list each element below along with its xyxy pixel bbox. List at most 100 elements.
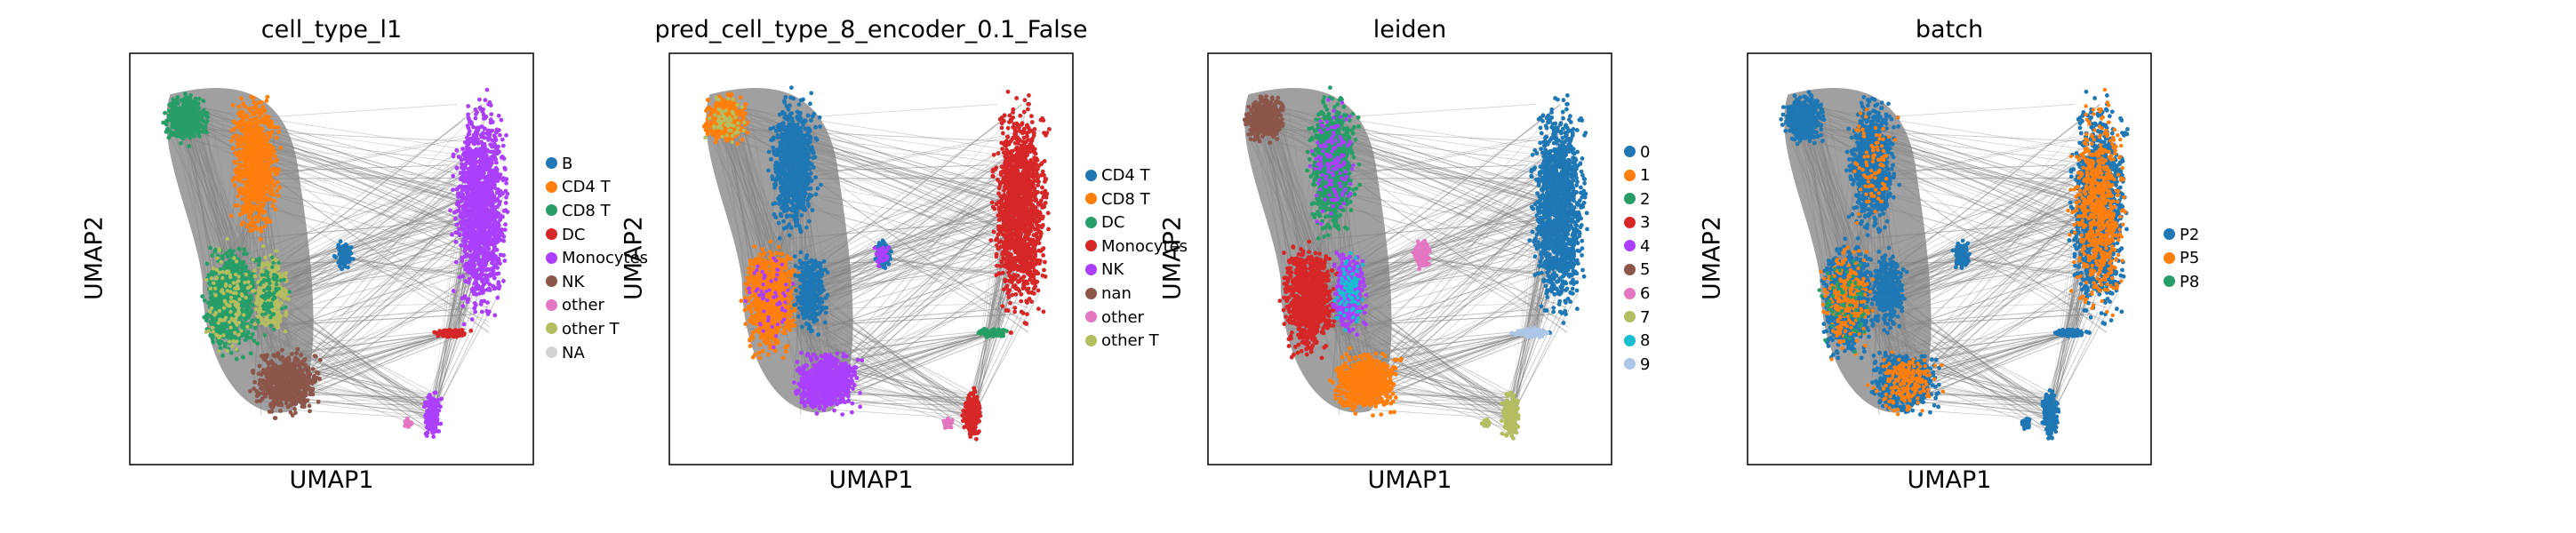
point-monocytes (450, 232, 454, 237)
point-cd8-t (251, 302, 255, 307)
point-cd4-t (262, 178, 268, 183)
point-cd8-t (211, 332, 216, 338)
point-cd4-t (278, 146, 284, 150)
point-nk (272, 376, 277, 381)
point-monocytes (479, 134, 484, 139)
point-cd4-t (240, 143, 244, 148)
point-other-t (284, 310, 289, 314)
point-cd4-t (264, 186, 269, 191)
graph-edge (307, 398, 431, 415)
point-cd4-t (252, 220, 257, 226)
point-other-t (260, 243, 266, 249)
point-cd4-t (255, 179, 260, 185)
point-cd4-t (277, 185, 283, 190)
graph-edge (335, 228, 471, 259)
point-other-t (276, 309, 281, 314)
point-monocytes (459, 243, 463, 248)
graph-edge (298, 366, 429, 401)
point-cd8-t (210, 270, 214, 274)
point-other-t (254, 300, 259, 306)
point-nk (267, 382, 272, 387)
point-cd4-t (253, 215, 259, 219)
point-monocytes (460, 227, 465, 232)
point-other-t (253, 306, 259, 312)
point-nk (276, 402, 282, 407)
point-cd8-t (251, 331, 255, 337)
point-cd8-t (193, 97, 198, 101)
point-cd4-t (243, 115, 247, 120)
point-nk (292, 387, 297, 393)
point-cd4-t (259, 110, 264, 115)
point-cd8-t (186, 100, 191, 106)
point-cd8-t (244, 310, 249, 315)
point-monocytes (495, 147, 500, 153)
point-cd4-t (250, 227, 255, 233)
point-monocytes (505, 191, 510, 196)
point-monocytes (491, 204, 496, 209)
graph-edge (314, 131, 473, 362)
point-cd8-t (201, 128, 206, 132)
point-monocytes (467, 172, 472, 178)
point-cd8-t (213, 271, 219, 275)
point-nk (306, 370, 310, 375)
point-cd4-t (240, 208, 245, 213)
point-nk (299, 372, 304, 378)
graph-edge (299, 330, 464, 374)
point-cd4-t (276, 193, 281, 198)
point-monocytes (448, 208, 452, 213)
point-cd4-t (269, 168, 275, 172)
point-cd8-t (174, 113, 180, 118)
point-nk (288, 410, 293, 415)
point-cd8-t (172, 121, 177, 126)
point-nk (276, 351, 281, 356)
point-monocytes (486, 246, 491, 251)
graph-edge (337, 256, 469, 274)
point-cd8-t (245, 335, 250, 340)
point-cd4-t (239, 96, 244, 101)
point-monocytes (497, 234, 502, 238)
point-nk (299, 353, 303, 358)
point-cd4-t (239, 121, 244, 126)
point-nk (278, 409, 283, 413)
point-monocytes (489, 255, 494, 259)
graph-edge (280, 184, 484, 312)
point-cd4-t (232, 183, 237, 187)
point-cd4-t (261, 134, 267, 139)
point-monocytes (453, 259, 459, 265)
point-nk (271, 353, 276, 358)
point-monocytes (460, 222, 464, 227)
point-nk (294, 351, 299, 355)
point-monocytes (467, 117, 472, 123)
point-other-t (274, 249, 279, 253)
point-nk (295, 376, 300, 381)
point-cd4-t (235, 153, 240, 158)
graph-edge (292, 205, 463, 394)
graph-edge (308, 334, 450, 382)
point-cd4-t (264, 173, 269, 179)
point-nk (306, 385, 311, 389)
point-other-t (263, 255, 268, 260)
point-cd8-t (239, 261, 244, 266)
point-monocytes (469, 122, 474, 127)
point-nk (266, 372, 271, 378)
point-cd4-t (248, 156, 253, 162)
point-monocytes (453, 239, 459, 244)
point-monocytes (498, 252, 503, 258)
point-monocytes (465, 299, 470, 305)
point-cd8-t (233, 335, 238, 340)
point-cd8-t (196, 110, 201, 115)
point-cd8-t (200, 123, 205, 129)
point-other-t (284, 313, 288, 318)
point-nk (288, 364, 293, 370)
point-cd4-t (248, 205, 253, 211)
point-other-t (284, 288, 289, 293)
point-cd4-t (263, 147, 268, 153)
point-monocytes (486, 221, 492, 226)
point-cd4-t (232, 175, 237, 180)
point-cd4-t (266, 119, 271, 124)
point-cd4-t (254, 227, 260, 232)
point-monocytes (493, 138, 499, 143)
point-monocytes (462, 254, 468, 259)
point-nk (295, 346, 300, 352)
point-cd4-t (268, 132, 274, 138)
